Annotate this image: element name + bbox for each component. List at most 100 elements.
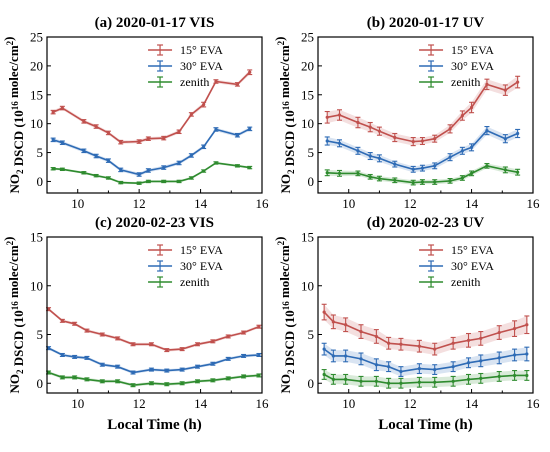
data-point — [214, 127, 218, 132]
data-point — [525, 323, 529, 327]
x-tick-label: 14 — [465, 196, 479, 211]
legend: 15° EVA 30° EVA zenith — [419, 243, 494, 289]
series-zenith — [321, 369, 530, 389]
y-tick-label: 0 — [308, 376, 315, 391]
data-point — [322, 347, 326, 351]
legend-label: 15° EVA — [451, 43, 494, 57]
data-point — [46, 346, 51, 350]
y-axis-label-part: 2 — [276, 40, 286, 45]
data-point — [51, 167, 55, 171]
series-zenith — [324, 162, 521, 186]
panel-3: (c) 2020-02-23 VIS 0 5 10 15 10 12 14 16 15° EVA 3… — [1, 215, 269, 433]
data-point — [433, 368, 437, 372]
y-tick-label: 15 — [30, 230, 43, 245]
data-point — [417, 380, 421, 384]
data-point — [180, 381, 184, 385]
data-point — [411, 139, 415, 144]
data-point — [51, 110, 55, 114]
y-tick-label: 25 — [301, 30, 314, 45]
x-tick-label: 16 — [527, 396, 541, 411]
data-point — [195, 379, 200, 383]
data-point — [525, 352, 529, 356]
y-axis-label-part: 16 — [281, 101, 291, 111]
legend-label: 15° EVA — [451, 243, 494, 257]
legend: 15° EVA 30° EVA zenith — [419, 43, 494, 89]
y-axis-label: NO2 DSCD (1016 molec/cm2) — [272, 236, 297, 393]
data-point — [82, 171, 86, 175]
error-band — [327, 163, 518, 185]
data-point — [344, 377, 348, 381]
data-point — [60, 106, 64, 110]
y-axis-label-part: molec/cm — [6, 45, 21, 101]
data-point — [214, 161, 218, 165]
data-point — [226, 334, 230, 339]
y-axis-label-part: 2 — [15, 169, 25, 174]
data-point — [94, 154, 98, 158]
y-axis-label-part: NO — [7, 374, 22, 394]
x-tick-label: 12 — [404, 196, 417, 211]
data-point — [516, 131, 520, 136]
legend-label: zenith — [180, 275, 209, 289]
y-tick-label: 10 — [301, 116, 314, 131]
y-axis-label-part: ) — [272, 36, 287, 40]
data-point — [189, 176, 193, 180]
y-axis-label-part: ) — [1, 36, 16, 40]
data-point — [60, 141, 64, 145]
x-tick-label: 10 — [342, 196, 355, 211]
data-point — [235, 164, 240, 168]
data-point — [356, 120, 360, 125]
legend-label: 30° EVA — [180, 59, 223, 73]
data-point — [420, 166, 425, 170]
data-point — [137, 139, 141, 144]
data-point — [235, 133, 240, 137]
y-axis-label-part: 16 — [281, 301, 291, 311]
data-point — [162, 165, 166, 170]
y-axis-label-part: molec/cm — [277, 245, 292, 301]
data-point — [433, 164, 437, 168]
series-15-eva — [50, 69, 253, 145]
data-point — [485, 82, 489, 86]
data-point — [399, 342, 403, 346]
y-tick-label: 20 — [30, 58, 43, 73]
y-tick-label: 15 — [301, 230, 314, 245]
data-point — [451, 341, 455, 345]
data-point — [119, 168, 123, 172]
data-point — [448, 127, 452, 131]
data-point — [337, 171, 342, 175]
y-axis-label-part: 16 — [10, 101, 20, 111]
series-zenith — [46, 370, 262, 388]
x-tick-label: 14 — [194, 196, 208, 211]
x-tick-label: 10 — [71, 396, 84, 411]
legend-label: 30° EVA — [451, 259, 494, 273]
y-tick-label: 0 — [37, 174, 44, 189]
y-tick-label: 20 — [301, 58, 314, 73]
data-point — [368, 175, 372, 179]
series-15-eva — [46, 307, 262, 353]
y-axis-label: NO2 DSCD (1016 molec/cm2) — [1, 36, 26, 193]
y-axis-label-part: DSCD (10 — [11, 110, 26, 169]
data-point — [503, 168, 507, 172]
data-point — [497, 330, 501, 335]
data-point — [331, 320, 335, 324]
data-point — [399, 381, 403, 385]
y-tick-label: 5 — [37, 327, 44, 342]
data-point — [51, 138, 55, 142]
data-point — [241, 330, 246, 335]
data-point — [485, 129, 489, 133]
y-axis-label-part: 2 — [286, 369, 296, 374]
y-tick-label: 0 — [37, 376, 44, 391]
x-tick-label: 12 — [133, 196, 146, 211]
data-point — [420, 139, 425, 143]
y-tick-label: 5 — [308, 145, 315, 160]
x-axis-label: Local Time (h) — [107, 417, 201, 433]
data-point — [137, 172, 141, 177]
data-point — [469, 171, 474, 175]
data-point — [377, 156, 382, 160]
data-point — [337, 113, 342, 117]
data-point — [226, 357, 230, 361]
data-point — [411, 181, 415, 185]
error-band — [324, 369, 527, 389]
data-point — [46, 370, 51, 375]
data-point — [248, 165, 252, 170]
